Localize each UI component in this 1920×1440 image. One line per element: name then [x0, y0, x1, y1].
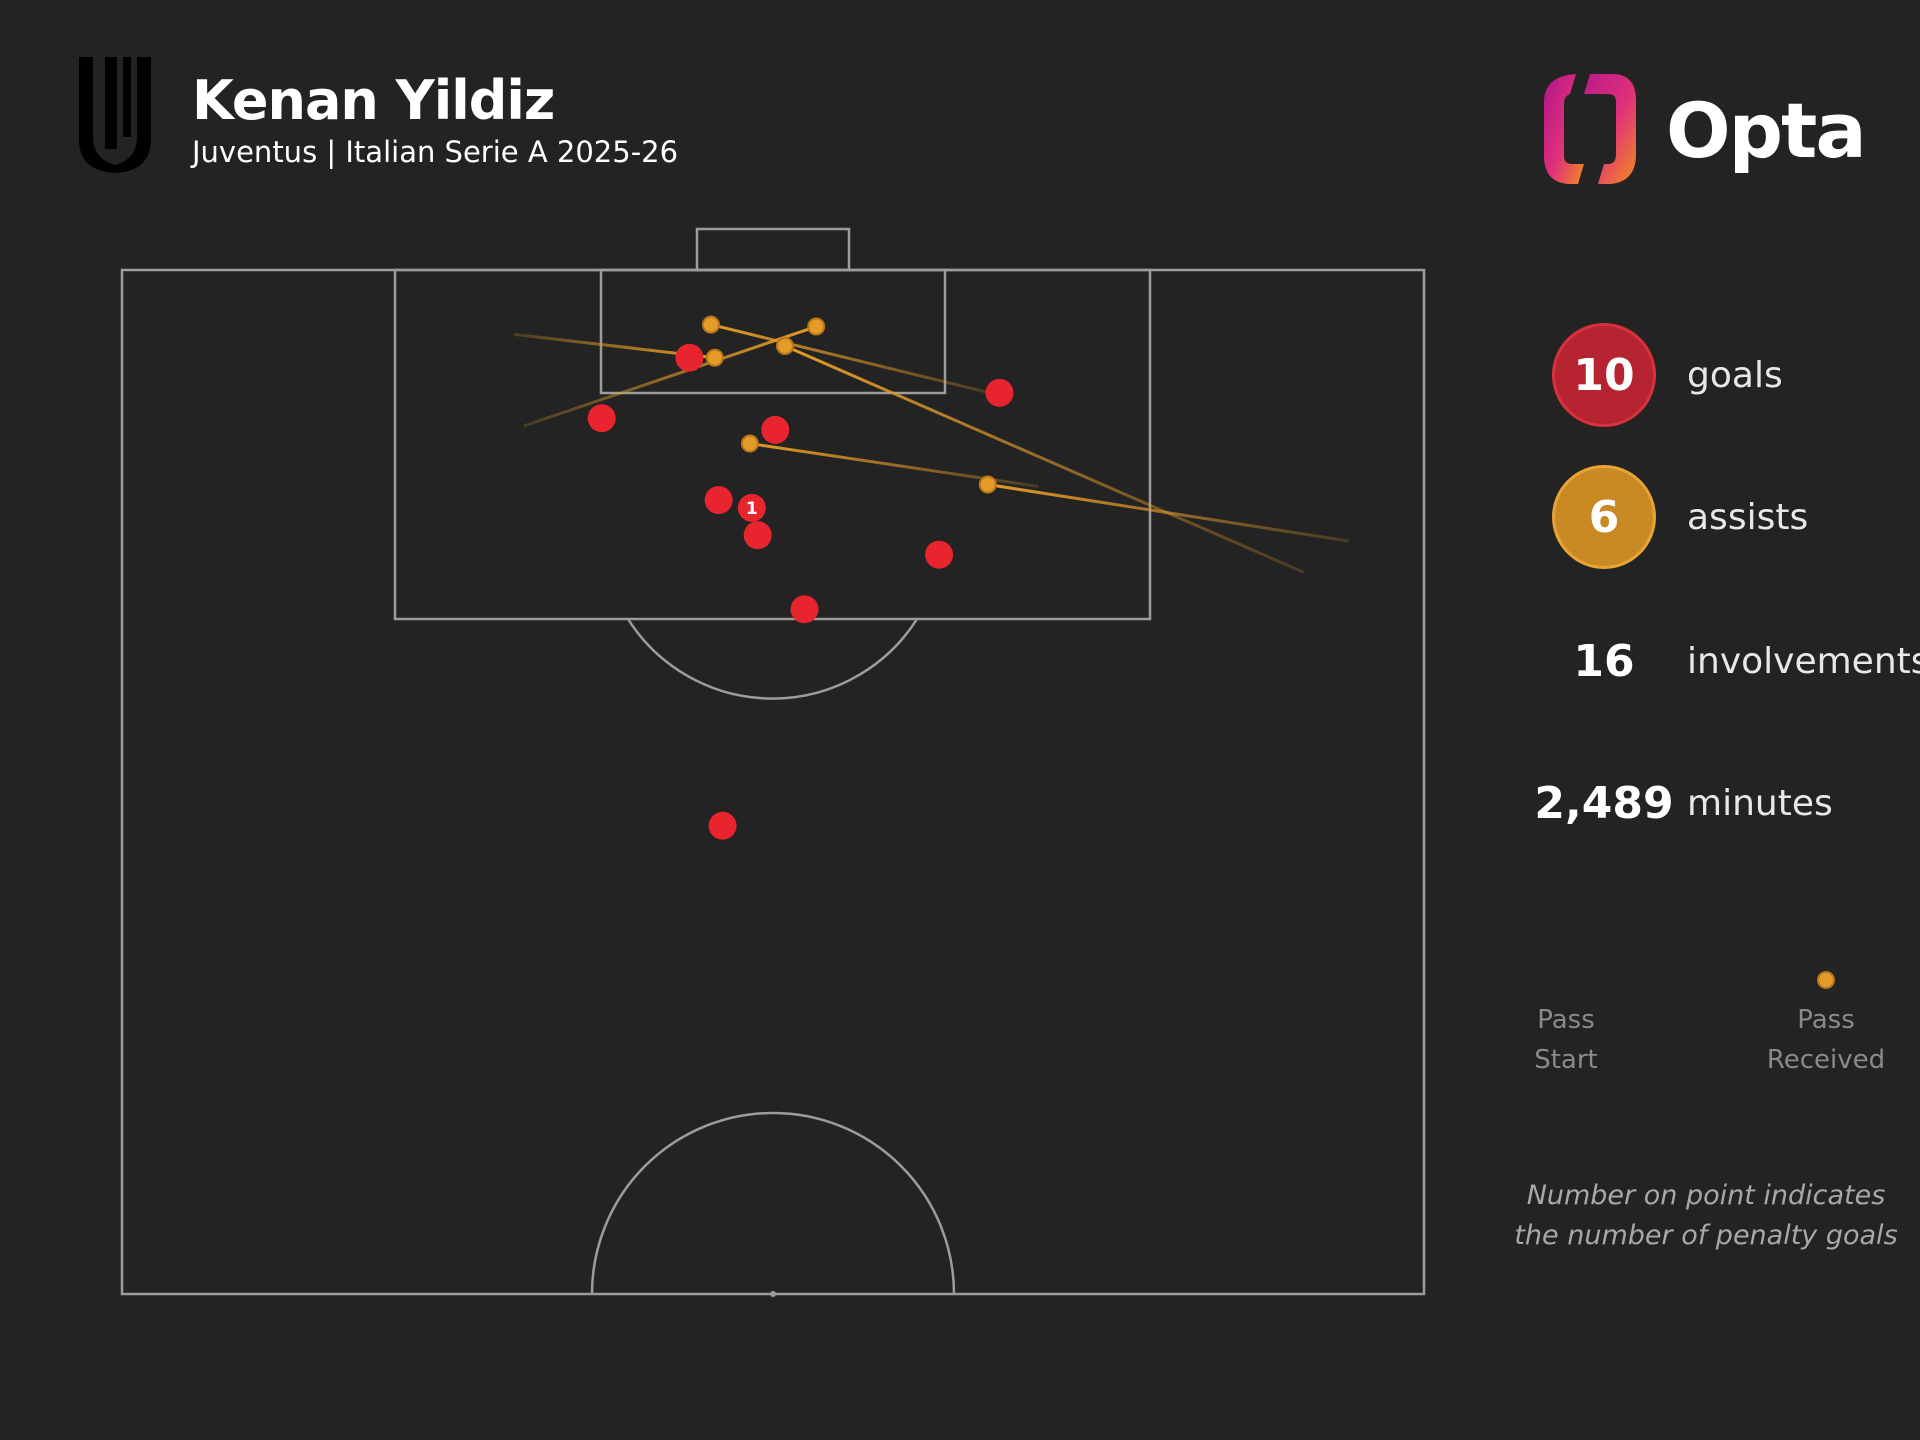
assist-pass-received-point — [978, 475, 997, 494]
assist-pass-received-point — [701, 315, 720, 334]
penalty-goal-count: 1 — [746, 499, 758, 519]
pitch-lines — [120, 227, 1426, 1296]
assist-pass-received-point — [776, 337, 794, 356]
assist-pass-received-point — [807, 317, 826, 336]
assists-label: assists — [1687, 496, 1809, 538]
assist-pass-line — [710, 323, 991, 395]
assist-pass-received-point — [740, 434, 759, 453]
stat-goals: 10 goals — [1540, 323, 1920, 433]
goal — [695, 227, 851, 272]
stat-involvements: 16 involvements — [1540, 609, 1920, 719]
stat-minutes: 2,489 minutes — [1534, 751, 1920, 861]
pitch-chart: 1 — [120, 227, 1426, 1297]
goal-point — [708, 811, 737, 840]
legend-start-label-2: Start — [1534, 1045, 1598, 1075]
juventus-crest-icon — [75, 55, 155, 175]
penalty-arc — [626, 618, 919, 700]
assists-count: 6 — [1552, 465, 1656, 569]
goal-point — [587, 404, 616, 433]
footnote-line-1: Number on point indicates — [1526, 1180, 1886, 1211]
pass-legend — [1566, 971, 1835, 989]
footnote-line-2: the number of penalty goals — [1514, 1220, 1898, 1251]
goal-layer: 1 — [587, 343, 1014, 840]
assist-pass-received-point — [705, 348, 724, 367]
minutes-label: minutes — [1687, 782, 1833, 824]
goal-point — [925, 540, 954, 569]
goal-point — [675, 343, 704, 372]
opta-logo-icon — [1544, 74, 1636, 184]
six-yard-box — [599, 268, 947, 395]
brand-name: Opta — [1666, 86, 1867, 175]
legend-end-label-2: Received — [1766, 1045, 1886, 1075]
player-name: Kenan Yildiz — [192, 69, 555, 132]
assist-layer — [513, 315, 1349, 574]
goal-point — [985, 378, 1014, 407]
assist-pass-line — [523, 325, 817, 428]
goals-label: goals — [1687, 354, 1783, 396]
minutes-count: 2,489 — [1534, 777, 1674, 829]
involvements-label: involvements — [1687, 640, 1920, 682]
legend-start-label-1: Pass — [1537, 1005, 1595, 1035]
assist-pass-line — [987, 483, 1349, 543]
center-circle — [590, 1111, 956, 1295]
subtitle: Juventus | Italian Serie A 2025-26 — [192, 135, 679, 169]
goal-point — [790, 595, 819, 624]
goal-point — [761, 415, 790, 444]
stat-assists: 6 assists — [1540, 465, 1920, 575]
goal-point — [704, 486, 733, 515]
penalty-area — [393, 268, 1152, 621]
legend-end-label-1: Pass — [1797, 1005, 1855, 1035]
assist-pass-line — [784, 344, 1305, 574]
footnote: Number on point indicates the number of … — [1500, 1176, 1912, 1256]
goal-point — [737, 493, 766, 522]
legend-pass-received-dot — [1817, 971, 1835, 989]
center-spot — [770, 1291, 776, 1297]
goal-point — [743, 521, 772, 550]
involvements-count: 16 — [1573, 635, 1635, 687]
brand-logo: Opta — [1540, 70, 1867, 190]
goals-count: 10 — [1552, 323, 1656, 427]
